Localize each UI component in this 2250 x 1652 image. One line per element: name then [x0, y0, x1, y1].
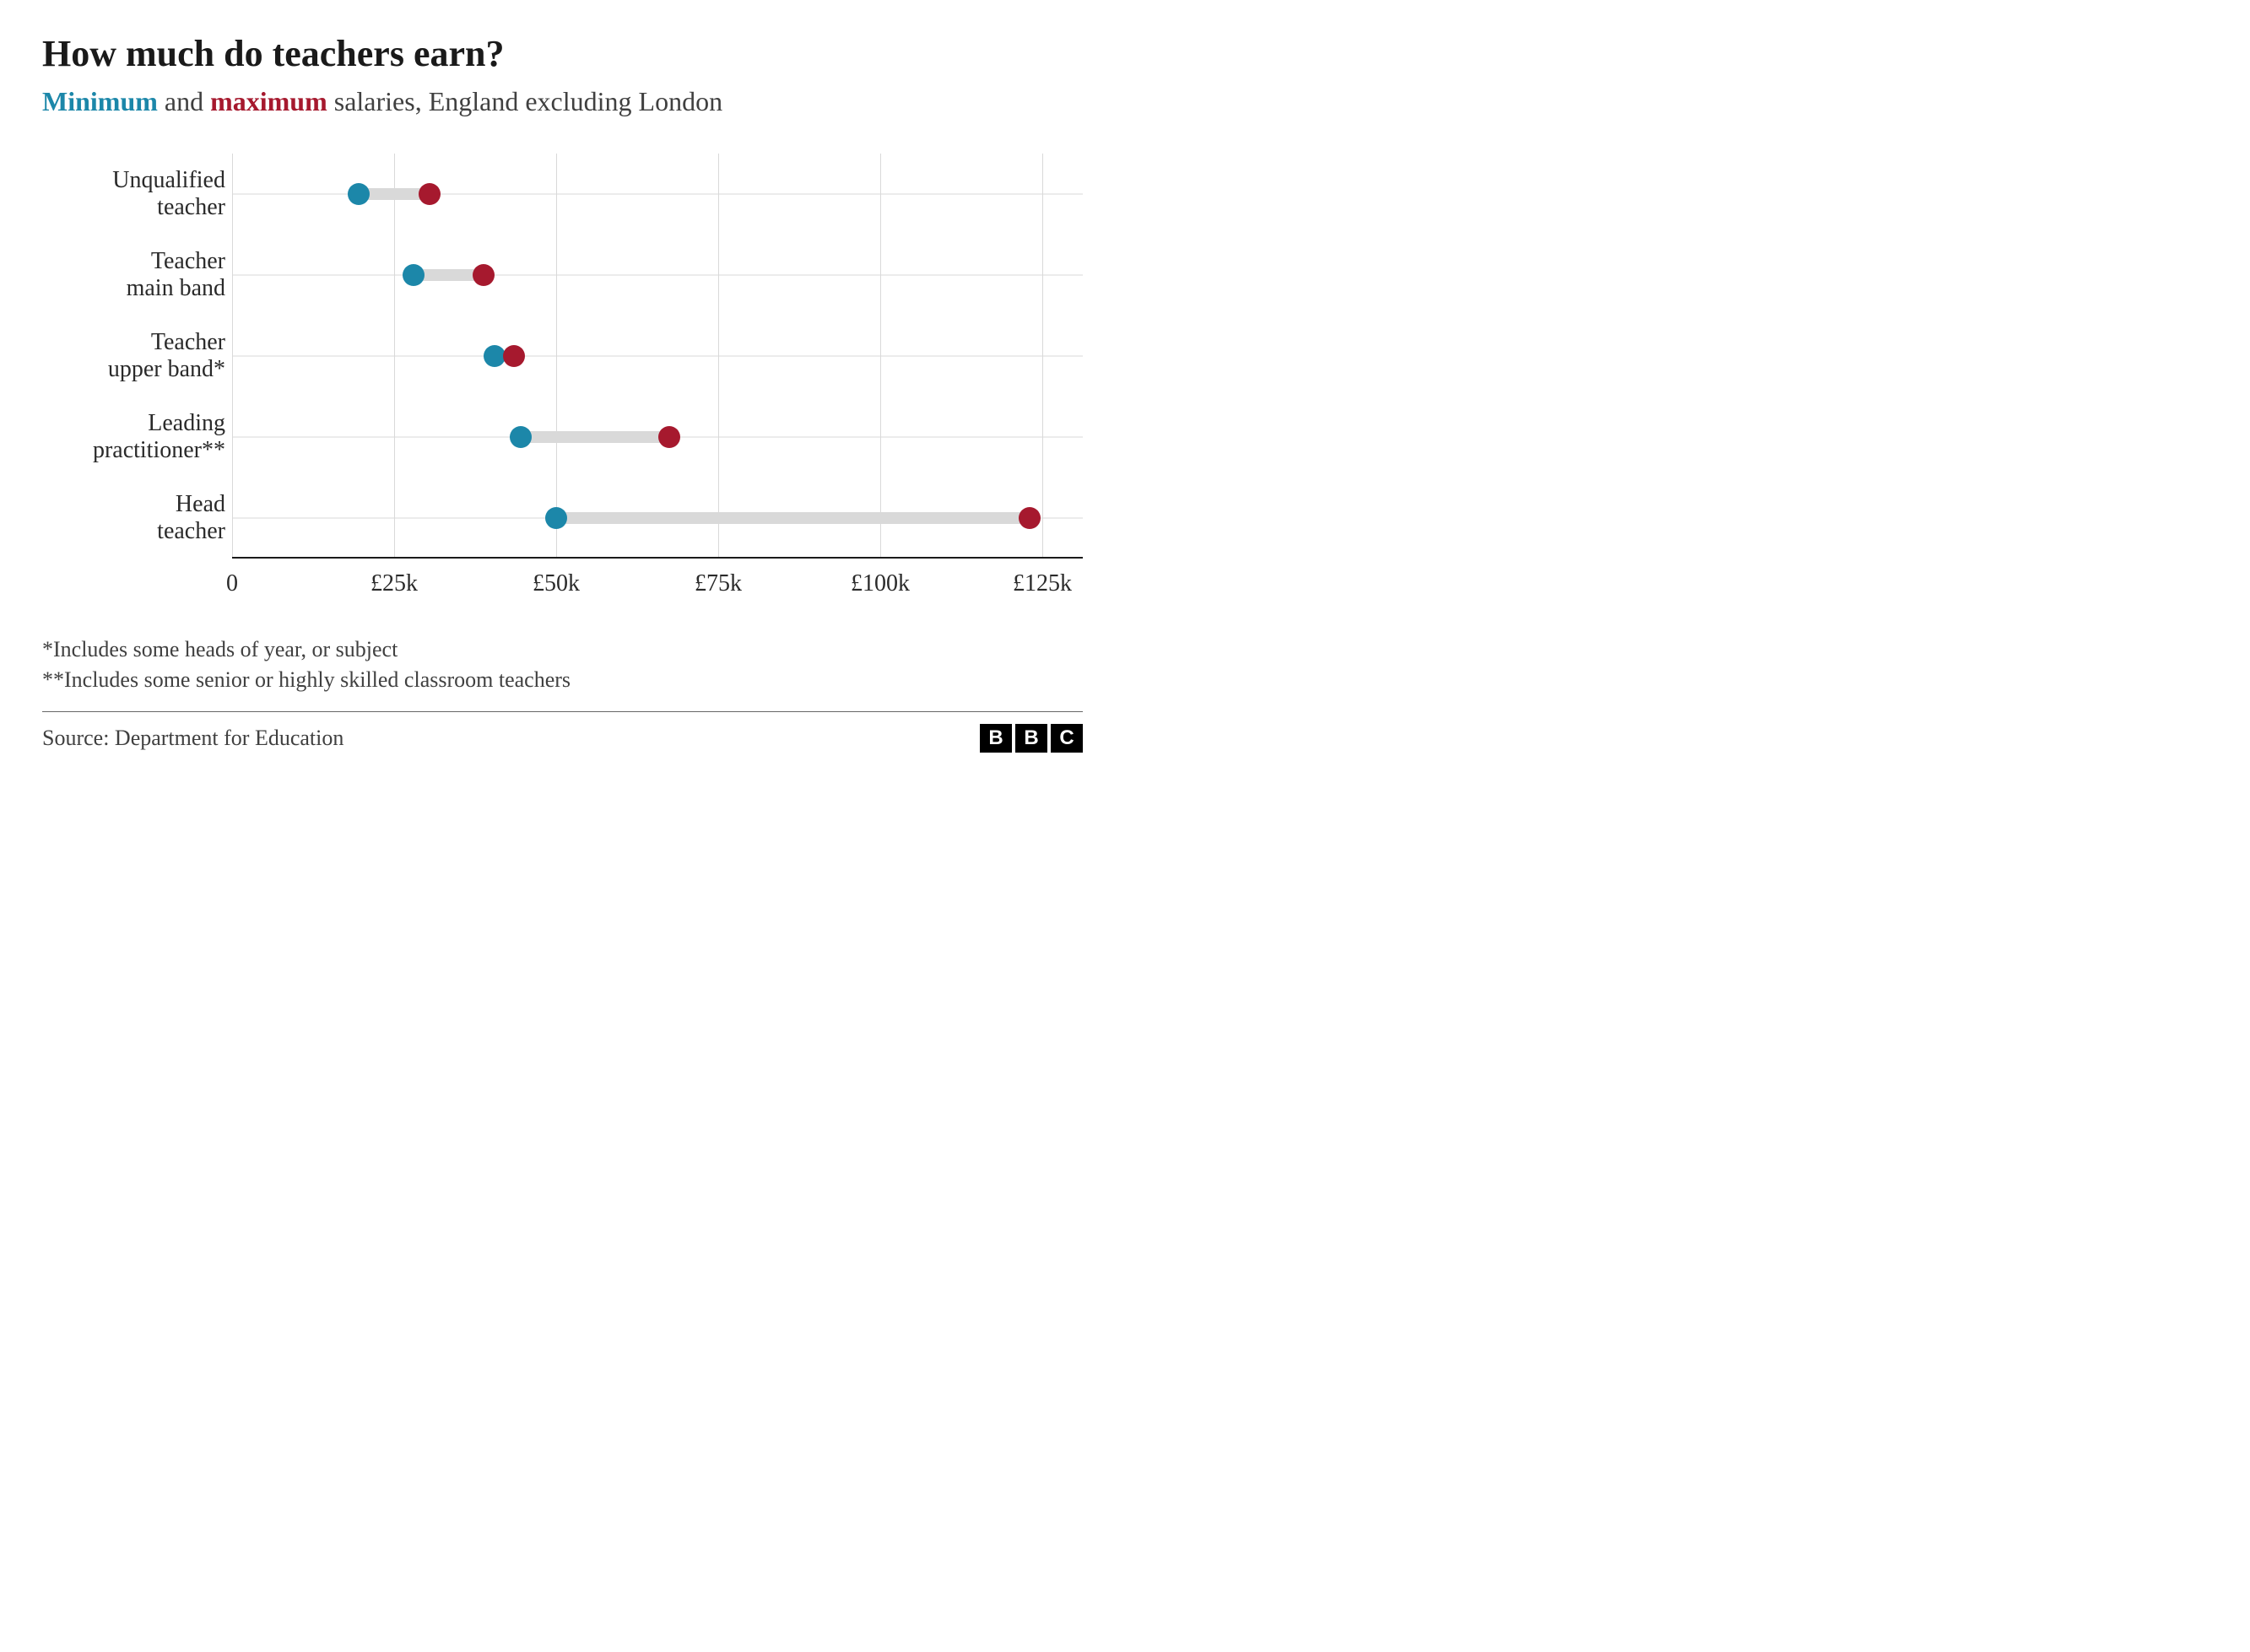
chart-row: Teacherupper band*	[42, 316, 1083, 397]
legend-min-word: Minimum	[42, 86, 158, 116]
chart-row: Unqualifiedteacher	[42, 154, 1083, 235]
range-bar	[521, 431, 670, 443]
source-text: Source: Department for Education	[42, 726, 343, 751]
min-dot	[403, 264, 425, 286]
x-tick-label: £100k	[851, 570, 910, 597]
footnotes: *Includes some heads of year, or subject…	[42, 634, 1083, 696]
plot-area	[232, 235, 1083, 316]
bbc-logo-letter: B	[1015, 724, 1047, 753]
x-tick-label: 0	[226, 570, 238, 597]
divider	[42, 711, 1083, 712]
row-label: Headteacher	[42, 491, 232, 545]
chart-title: How much do teachers earn?	[42, 34, 1083, 74]
chart-rows: Unqualifiedteacher Teachermain band Teache…	[42, 154, 1083, 559]
row-label: Teacherupper band*	[42, 329, 232, 383]
footnote-1: *Includes some heads of year, or subject	[42, 634, 1083, 665]
chart-row: Teachermain band	[42, 235, 1083, 316]
bbc-logo-letter: C	[1051, 724, 1083, 753]
x-tick-label: £75k	[695, 570, 742, 597]
chart-row: Headteacher	[42, 478, 1083, 559]
footnote-2: **Includes some senior or highly skilled…	[42, 665, 1083, 695]
row-baseline	[232, 274, 1083, 275]
x-axis-ticks: 0£25k£50k£75k£100k£125k	[232, 567, 1083, 613]
min-dot	[545, 507, 567, 529]
x-tick-label: £50k	[533, 570, 580, 597]
plot-area	[232, 154, 1083, 235]
plot-area	[232, 316, 1083, 397]
legend-max-word: maximum	[210, 86, 327, 116]
min-dot	[348, 183, 370, 205]
plot-area	[232, 397, 1083, 478]
chart-row: Leadingpractitioner**	[42, 397, 1083, 478]
row-label: Unqualifiedteacher	[42, 167, 232, 221]
row-baseline	[232, 355, 1083, 356]
max-dot	[419, 183, 441, 205]
subtitle-suffix: salaries, England excluding London	[327, 86, 722, 116]
subtitle-mid: and	[158, 86, 210, 116]
max-dot	[1019, 507, 1041, 529]
x-tick-label: £125k	[1013, 570, 1072, 597]
bottom-row: Source: Department for Education B B C	[42, 724, 1083, 753]
chart-area: Unqualifiedteacher Teachermain band Teache…	[42, 154, 1083, 559]
range-bar	[556, 512, 1030, 524]
chart-subtitle: Minimum and maximum salaries, England ex…	[42, 84, 1083, 120]
plot-area	[232, 478, 1083, 559]
min-dot	[510, 426, 532, 448]
max-dot	[503, 345, 525, 367]
row-label: Teachermain band	[42, 248, 232, 302]
x-tick-label: £25k	[370, 570, 418, 597]
x-axis-line	[232, 557, 1083, 559]
bbc-logo-letter: B	[980, 724, 1012, 753]
row-label: Leadingpractitioner**	[42, 410, 232, 464]
max-dot	[473, 264, 495, 286]
max-dot	[658, 426, 680, 448]
bbc-logo: B B C	[980, 724, 1083, 753]
